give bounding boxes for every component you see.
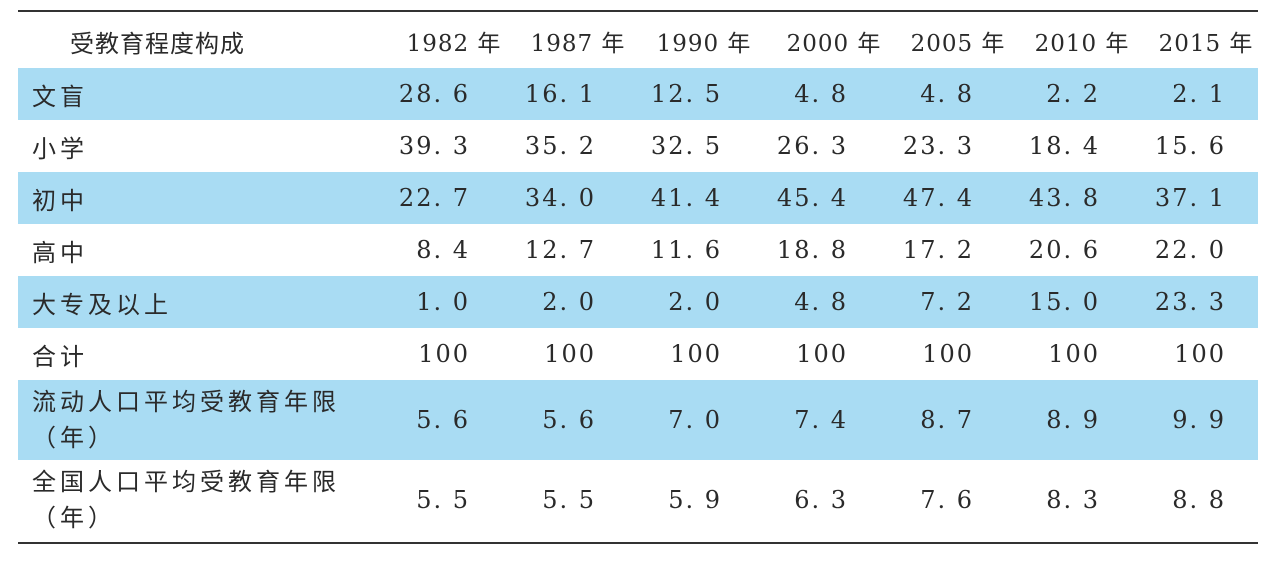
data-cell: 45. 4 [776, 184, 848, 212]
data-cell: 11. 6 [650, 236, 722, 264]
data-cell: 35. 2 [524, 132, 596, 160]
data-cell: 4. 8 [794, 80, 848, 108]
data-cell: 5. 6 [542, 406, 596, 434]
column-header-year: 2015 年 [1158, 31, 1254, 57]
row-label: 小学 [32, 134, 88, 163]
data-cell: 47. 4 [902, 184, 974, 212]
data-cell: 6. 3 [794, 486, 848, 514]
data-cell: 16. 1 [524, 80, 596, 108]
table-row: 流动人口平均受教育年限（年） 5. 6 5. 6 7. 0 7. 4 8. 7 8. 9 9.… [18, 380, 1258, 460]
data-cell: 15. 0 [1028, 288, 1100, 316]
data-cell: 26. 3 [776, 132, 848, 160]
row-label: 大专及以上 [32, 290, 172, 319]
row-label: 文盲 [32, 82, 88, 111]
data-cell: 9. 9 [1172, 406, 1226, 434]
data-cell: 100 [1048, 340, 1100, 368]
data-cell: 15. 6 [1154, 132, 1226, 160]
data-cell: 1. 0 [416, 288, 470, 316]
data-cell: 22. 0 [1154, 236, 1226, 264]
data-cell: 5. 5 [416, 486, 470, 514]
column-header-year: 2010 年 [1034, 31, 1130, 57]
data-cell: 17. 2 [902, 236, 974, 264]
data-cell: 100 [922, 340, 974, 368]
row-label: 流动人口平均受教育年限（年） [32, 388, 340, 452]
data-cell: 7. 6 [920, 486, 974, 514]
data-cell: 23. 3 [1154, 288, 1226, 316]
table-row: 全国人口平均受教育年限（年） 5. 5 5. 5 5. 9 6. 3 7. 6 8. 3 8.… [18, 460, 1258, 540]
table-row: 文盲 28. 6 16. 1 12. 5 4. 8 4. 8 2. 2 2. 1 [18, 68, 1258, 120]
data-cell: 39. 3 [398, 132, 470, 160]
data-cell: 8. 9 [1046, 406, 1100, 434]
bottom-rule [18, 542, 1258, 544]
row-label: 全国人口平均受教育年限（年） [32, 468, 340, 532]
data-cell: 8. 3 [1046, 486, 1100, 514]
table-row: 小学 39. 3 35. 2 32. 5 26. 3 23. 3 18. 4 15. 6 [18, 120, 1258, 172]
top-rule [18, 10, 1258, 12]
data-cell: 5. 5 [542, 486, 596, 514]
data-cell: 12. 7 [524, 236, 596, 264]
column-header-year: 1982 年 [406, 31, 502, 57]
data-cell: 2. 1 [1172, 80, 1226, 108]
data-cell: 2. 2 [1046, 80, 1100, 108]
data-cell: 28. 6 [398, 80, 470, 108]
data-cell: 4. 8 [794, 288, 848, 316]
data-cell: 8. 4 [416, 236, 470, 264]
row-label: 初中 [32, 186, 88, 215]
data-cell: 2. 0 [542, 288, 596, 316]
data-cell: 18. 4 [1028, 132, 1100, 160]
data-cell: 43. 8 [1028, 184, 1100, 212]
header-row: 受教育程度构成 1982 年 1987 年 1990 年 2000 年 2005 年 201… [18, 14, 1258, 68]
data-cell: 8. 7 [920, 406, 974, 434]
data-cell: 7. 2 [920, 288, 974, 316]
column-header-label: 受教育程度构成 [70, 29, 245, 58]
data-cell: 2. 0 [668, 288, 722, 316]
column-header-year: 2005 年 [910, 31, 1006, 57]
data-cell: 5. 6 [416, 406, 470, 434]
row-label: 合计 [32, 342, 88, 371]
data-cell: 32. 5 [650, 132, 722, 160]
row-label: 高中 [32, 238, 88, 267]
data-cell: 18. 8 [776, 236, 848, 264]
data-cell: 4. 8 [920, 80, 974, 108]
data-cell: 100 [670, 340, 722, 368]
data-cell: 23. 3 [902, 132, 974, 160]
table-row: 高中 8. 4 12. 7 11. 6 18. 8 17. 2 20. 6 22. 0 [18, 224, 1258, 276]
data-cell: 37. 1 [1154, 184, 1226, 212]
column-header-year: 1987 年 [530, 31, 626, 57]
data-cell: 22. 7 [398, 184, 470, 212]
data-cell: 5. 9 [668, 486, 722, 514]
table-row: 大专及以上 1. 0 2. 0 2. 0 4. 8 7. 2 15. 0 23. 3 [18, 276, 1258, 328]
data-cell: 20. 6 [1028, 236, 1100, 264]
table-row: 合计 100 100 100 100 100 100 100 [18, 328, 1258, 380]
data-cell: 100 [796, 340, 848, 368]
data-cell: 7. 4 [794, 406, 848, 434]
data-cell: 12. 5 [650, 80, 722, 108]
column-header-year: 1990 年 [656, 31, 752, 57]
data-cell: 41. 4 [650, 184, 722, 212]
data-cell: 100 [1174, 340, 1226, 368]
data-cell: 8. 8 [1172, 486, 1226, 514]
data-cell: 34. 0 [524, 184, 596, 212]
data-cell: 100 [418, 340, 470, 368]
data-cell: 7. 0 [668, 406, 722, 434]
table-row: 初中 22. 7 34. 0 41. 4 45. 4 47. 4 43. 8 37. 1 [18, 172, 1258, 224]
data-cell: 100 [544, 340, 596, 368]
column-header-year: 2000 年 [786, 31, 882, 57]
